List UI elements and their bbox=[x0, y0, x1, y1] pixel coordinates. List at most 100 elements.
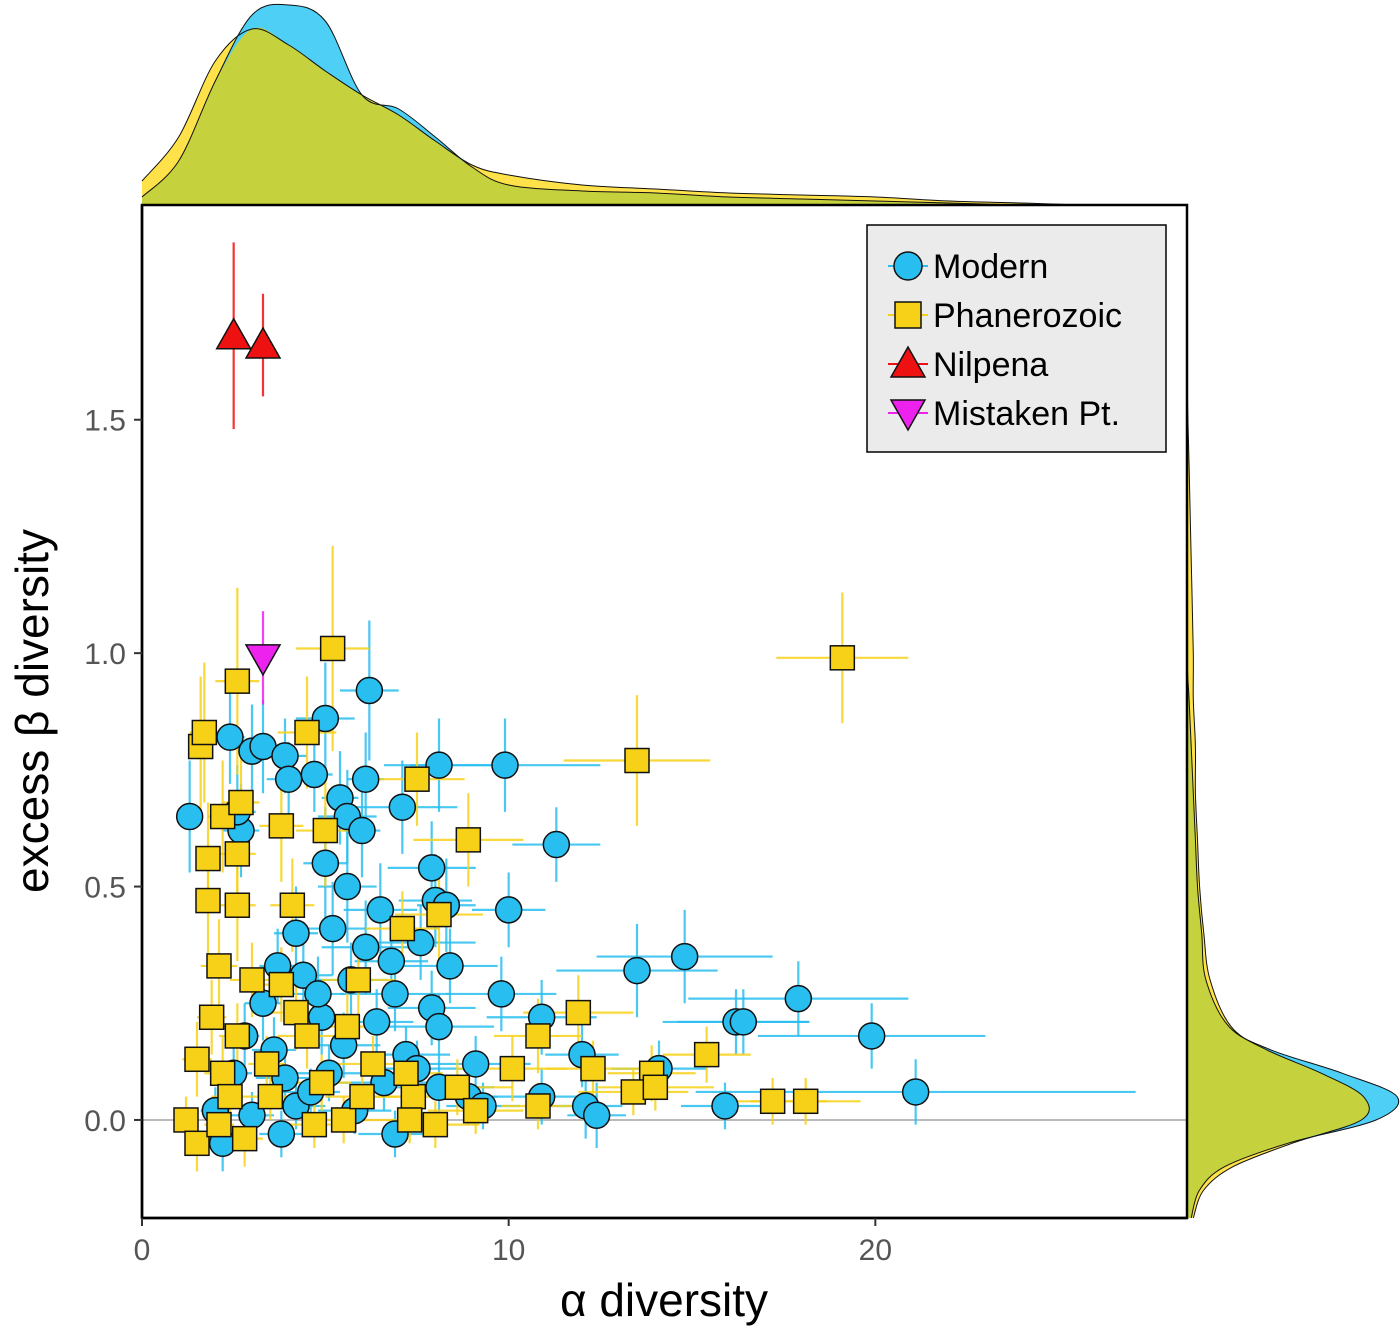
phanerozoic-point-26 bbox=[345, 967, 372, 993]
modern-point-12 bbox=[348, 816, 376, 845]
modern-point-6 bbox=[274, 765, 303, 793]
y-tick-label-0: 0.0 bbox=[84, 1105, 126, 1138]
modern-point-55 bbox=[461, 1050, 490, 1078]
x-axis: 0 10 20 bbox=[134, 1216, 1187, 1267]
phanerozoic-point-14 bbox=[624, 747, 650, 774]
phanerozoic-point-35 bbox=[565, 999, 592, 1026]
modern-point-77 bbox=[377, 947, 406, 975]
phanerozoic-point-53 bbox=[349, 1083, 375, 1110]
data-points bbox=[173, 317, 930, 1158]
phanerozoic-point-6 bbox=[228, 789, 254, 816]
modern-point-53 bbox=[362, 1008, 391, 1036]
phanerozoic-point-24 bbox=[239, 967, 265, 993]
top-density-overlap bbox=[142, 27, 1187, 206]
mistaken-point-0 bbox=[244, 644, 282, 677]
phanerozoic-point-54 bbox=[294, 1023, 320, 1049]
modern-point-5 bbox=[271, 742, 299, 770]
phanerozoic-point-7 bbox=[224, 668, 251, 694]
legend-mistaken-triangle bbox=[889, 399, 927, 432]
phanerozoic-point-55 bbox=[334, 1013, 361, 1040]
phanerozoic-point-50 bbox=[330, 1107, 357, 1133]
y-tick-label-3: 1.5 bbox=[84, 405, 126, 438]
modern-point-0 bbox=[175, 802, 204, 831]
phanerozoic-point-10 bbox=[319, 635, 346, 662]
top-density-phanerozoic-outline bbox=[141, 28, 1188, 206]
phanerozoic-point-17 bbox=[279, 892, 306, 918]
phanerozoic-point-29 bbox=[360, 1051, 386, 1077]
nilpena-point-1 bbox=[244, 326, 282, 359]
modern-point-38 bbox=[417, 854, 446, 882]
modern-point-71 bbox=[267, 1120, 296, 1148]
phanerozoic-point-43 bbox=[792, 1088, 819, 1115]
phanerozoic-point-41 bbox=[693, 1041, 720, 1068]
modern-point-45 bbox=[436, 952, 464, 980]
phanerozoic-point-31 bbox=[444, 1074, 471, 1101]
legend-item-nilpena: Nilpena bbox=[888, 345, 1048, 384]
phanerozoic-point-23 bbox=[209, 1060, 236, 1087]
phanerozoic-point-49 bbox=[301, 1111, 328, 1138]
phanerozoic-point-9 bbox=[268, 813, 295, 839]
phanerozoic-point-20 bbox=[206, 953, 232, 979]
y-tick-label-1: 0.5 bbox=[84, 872, 126, 905]
y-tick-label-2: 1.0 bbox=[84, 638, 126, 671]
modern-point-28 bbox=[711, 1092, 739, 1120]
phanerozoic-point-40 bbox=[642, 1074, 669, 1101]
modern-point-76 bbox=[304, 980, 332, 1008]
phanerozoic-point-32 bbox=[462, 1097, 489, 1124]
phanerozoic-point-16 bbox=[312, 817, 339, 844]
modern-point-17 bbox=[542, 830, 571, 859]
modern-point-26 bbox=[857, 1022, 886, 1050]
phanerozoic-point-57 bbox=[393, 1060, 419, 1087]
phanerozoic-point-58 bbox=[217, 1083, 243, 1110]
modern-point-16 bbox=[491, 751, 519, 779]
modern-point-11 bbox=[351, 765, 380, 793]
phanerozoic-point-15 bbox=[829, 645, 856, 671]
phanerozoic-point-34 bbox=[525, 1023, 551, 1049]
phanerozoic-point-51 bbox=[396, 1107, 423, 1133]
phanerozoic-point-37 bbox=[525, 1093, 551, 1119]
modern-point-41 bbox=[282, 919, 310, 947]
nilpena-point-0 bbox=[215, 317, 252, 350]
modern-point-43 bbox=[351, 933, 380, 961]
y-axis-title: excess β diversity bbox=[6, 529, 58, 893]
right-density-overlap bbox=[1186, 205, 1370, 1218]
phanerozoic-point-8 bbox=[224, 892, 251, 918]
modern-point-25 bbox=[784, 984, 813, 1013]
phanerozoic-point-59 bbox=[268, 971, 295, 998]
modern-point-18 bbox=[494, 896, 523, 924]
phanerozoic-point-42 bbox=[759, 1088, 786, 1115]
legend-label-modern: Modern bbox=[933, 248, 1048, 286]
phanerozoic-point-45 bbox=[184, 1130, 210, 1157]
phanerozoic-point-11 bbox=[294, 719, 320, 746]
phanerozoic-point-21 bbox=[198, 1004, 225, 1031]
modern-point-37 bbox=[333, 872, 362, 901]
x-tick-label-2: 20 bbox=[859, 1234, 892, 1267]
phanerozoic-point-3 bbox=[195, 887, 221, 914]
x-tick-label-1: 10 bbox=[492, 1234, 525, 1267]
phanerozoic-point-44 bbox=[173, 1107, 199, 1133]
modern-point-54 bbox=[425, 1012, 453, 1041]
legend-item-phanerozoic: Phanerozoic bbox=[888, 297, 1122, 335]
phanerozoic-point-36 bbox=[580, 1055, 606, 1082]
plot-panel bbox=[140, 203, 1189, 1220]
phanerozoic-point-33 bbox=[499, 1055, 526, 1082]
phanerozoic-point-1 bbox=[191, 719, 218, 746]
phanerozoic-point-46 bbox=[206, 1111, 232, 1138]
modern-point-19 bbox=[623, 956, 651, 985]
modern-point-75 bbox=[366, 896, 395, 924]
phanerozoic-point-2 bbox=[195, 845, 221, 872]
phanerozoic-point-48 bbox=[257, 1083, 284, 1110]
y-axis: 0.0 0.5 1.0 1.5 bbox=[84, 205, 144, 1218]
legend-label-phanerozoic: Phanerozoic bbox=[933, 297, 1122, 335]
modern-point-21 bbox=[487, 980, 516, 1008]
phanerozoic-point-22 bbox=[184, 1046, 210, 1073]
phanerozoic-point-56 bbox=[224, 1023, 251, 1049]
modern-point-15 bbox=[425, 751, 453, 779]
legend-item-modern: Modern bbox=[888, 248, 1048, 286]
phanerozoic-point-5 bbox=[224, 841, 251, 867]
modern-point-1 bbox=[216, 723, 244, 751]
legend: Modern Phanerozoic Nilpena Mistaken Pt. bbox=[866, 224, 1167, 453]
modern-point-36 bbox=[311, 849, 340, 877]
phanerozoic-point-47 bbox=[231, 1125, 258, 1152]
phanerozoic-point-13 bbox=[455, 827, 482, 853]
